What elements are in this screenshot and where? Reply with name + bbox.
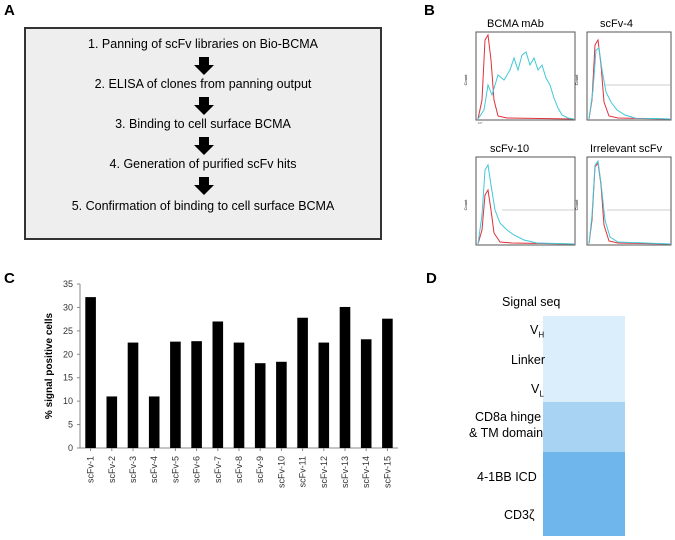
histogram-irrelevant-scfv: Count bbox=[574, 156, 672, 246]
bar-chart: 0 5 10 15 20 25 30 35 % signal positive cells scF… bbox=[44, 279, 398, 488]
panel-label-c: C bbox=[4, 270, 15, 287]
histogram-ylabel: Count bbox=[574, 199, 579, 211]
construct-label-cd3z: CD3ζ bbox=[504, 508, 535, 522]
bar-scFv-5 bbox=[170, 341, 181, 448]
construct-segment-hinge-tm bbox=[543, 402, 625, 452]
construct-bar bbox=[543, 316, 625, 536]
bar-scFv-2 bbox=[106, 396, 118, 448]
workflow-step-5: 5. Confirmation of binding to cell surfa… bbox=[71, 199, 335, 213]
histogram-curve-control bbox=[477, 188, 575, 245]
workflow-step-4: 4. Generation of purified scFv hits bbox=[109, 157, 297, 171]
x-tick-label: scFv-4 bbox=[149, 456, 159, 483]
workflow-step-1: 1. Panning of scFv libraries on Bio-BCMA bbox=[88, 37, 318, 51]
bar-scFv-9 bbox=[254, 363, 266, 448]
x-tick-label: scFv-15 bbox=[382, 456, 392, 488]
x-tick-label: scFv-9 bbox=[255, 456, 265, 483]
y-tick-label: 35 bbox=[63, 279, 73, 289]
construct-label-hinge: CD8a hinge bbox=[475, 410, 542, 424]
panel-label-b: B bbox=[424, 2, 435, 19]
x-tick-label: scFv-1 bbox=[86, 456, 96, 483]
construct-segment-vh-linker-vl bbox=[543, 316, 625, 402]
y-tick-label: 20 bbox=[63, 349, 73, 359]
x-tick-label: scFv-3 bbox=[128, 456, 138, 483]
x-tick-label: scFv-6 bbox=[192, 456, 202, 483]
x-tick-label: scFv-12 bbox=[319, 456, 329, 488]
bar-scFv-8 bbox=[233, 342, 245, 448]
histogram-title: scFv-4 bbox=[600, 18, 633, 30]
y-tick-label: 0 bbox=[68, 443, 73, 453]
histogram-scfv-4: Count bbox=[574, 31, 672, 121]
x-tick-label: scFv-11 bbox=[298, 456, 308, 487]
construct-label-41bb: 4-1BB ICD bbox=[477, 470, 537, 484]
construct-label-vl: VL bbox=[531, 382, 544, 399]
y-tick-label: 10 bbox=[63, 396, 73, 406]
construct-label-vh: VH bbox=[530, 323, 545, 340]
y-tick-label: 25 bbox=[63, 326, 73, 336]
chart-tick-labels: 0 5 10 15 20 25 30 35 % signal positive cells scF… bbox=[44, 279, 392, 488]
construct-segment-icd bbox=[543, 452, 625, 536]
svg-text:10⁰: 10⁰ bbox=[478, 121, 483, 125]
histogram-curve-control bbox=[477, 33, 575, 120]
bar-scFv-6 bbox=[191, 341, 202, 448]
y-tick-label: 30 bbox=[63, 302, 73, 312]
bar-scFv-15 bbox=[382, 318, 393, 448]
histogram-ylabel: Count bbox=[463, 74, 468, 86]
bar-scFv-3 bbox=[127, 342, 139, 448]
y-tick-label: 5 bbox=[68, 420, 73, 430]
histogram-curve-control bbox=[588, 38, 671, 120]
panel-label-a: A bbox=[4, 2, 15, 19]
down-arrow-icon bbox=[194, 177, 214, 195]
construct-label-linker: Linker bbox=[511, 353, 546, 367]
bar-scFv-7 bbox=[212, 321, 224, 448]
histogram-curve-sample bbox=[588, 159, 671, 245]
histogram-curve-sample bbox=[477, 163, 575, 245]
x-tick-label: scFv-7 bbox=[213, 456, 223, 483]
histogram-ylabel: Count bbox=[574, 74, 579, 86]
x-tick-label: scFv-13 bbox=[340, 456, 350, 488]
workflow-step-2: 2. ELISA of clones from panning output bbox=[94, 77, 312, 91]
histogram-ylabel: Count bbox=[463, 199, 468, 211]
histogram-title: Irrelevant scFv bbox=[590, 143, 663, 155]
down-arrow-icon bbox=[194, 57, 214, 75]
x-tick-label: scFv-8 bbox=[234, 456, 244, 483]
workflow-box: 1. Panning of scFv libraries on Bio-BCMA… bbox=[24, 27, 382, 240]
y-tick-label: 15 bbox=[63, 373, 73, 383]
workflow-step-3: 3. Binding to cell surface BCMA bbox=[115, 117, 291, 131]
chart-bars bbox=[85, 297, 393, 448]
panel-label-d: D bbox=[426, 270, 437, 287]
bar-scFv-10 bbox=[276, 361, 287, 448]
y-axis-label: % signal positive cells bbox=[44, 312, 55, 419]
x-tick-label: scFv-14 bbox=[361, 456, 371, 488]
histogram-title: scFv-10 bbox=[490, 143, 530, 155]
histogram-bcma-mab: Count 10⁰ bbox=[463, 31, 576, 125]
construct-label-tm: & TM domain bbox=[469, 426, 544, 440]
histogram-title: BCMA mAb bbox=[487, 18, 544, 30]
x-tick-label: scFv-10 bbox=[276, 456, 286, 488]
histogram-curve-sample bbox=[477, 51, 575, 120]
x-tick-label: scFv-5 bbox=[170, 456, 180, 483]
histogram-curve-sample bbox=[588, 47, 671, 120]
bar-scFv-4 bbox=[148, 396, 160, 448]
bar-scFv-13 bbox=[339, 306, 351, 448]
bar-scFv-14 bbox=[360, 339, 372, 448]
bar-scFv-12 bbox=[318, 342, 330, 448]
bar-scFv-11 bbox=[297, 317, 308, 448]
bar-scFv-1 bbox=[85, 297, 96, 448]
down-arrow-icon bbox=[194, 137, 214, 155]
x-tick-label: scFv-2 bbox=[107, 456, 117, 483]
histogram-curve-control bbox=[588, 161, 671, 245]
histogram-scfv-10: Count bbox=[463, 156, 576, 246]
down-arrow-icon bbox=[194, 97, 214, 115]
construct-label-signal-seq: Signal seq bbox=[502, 295, 561, 309]
